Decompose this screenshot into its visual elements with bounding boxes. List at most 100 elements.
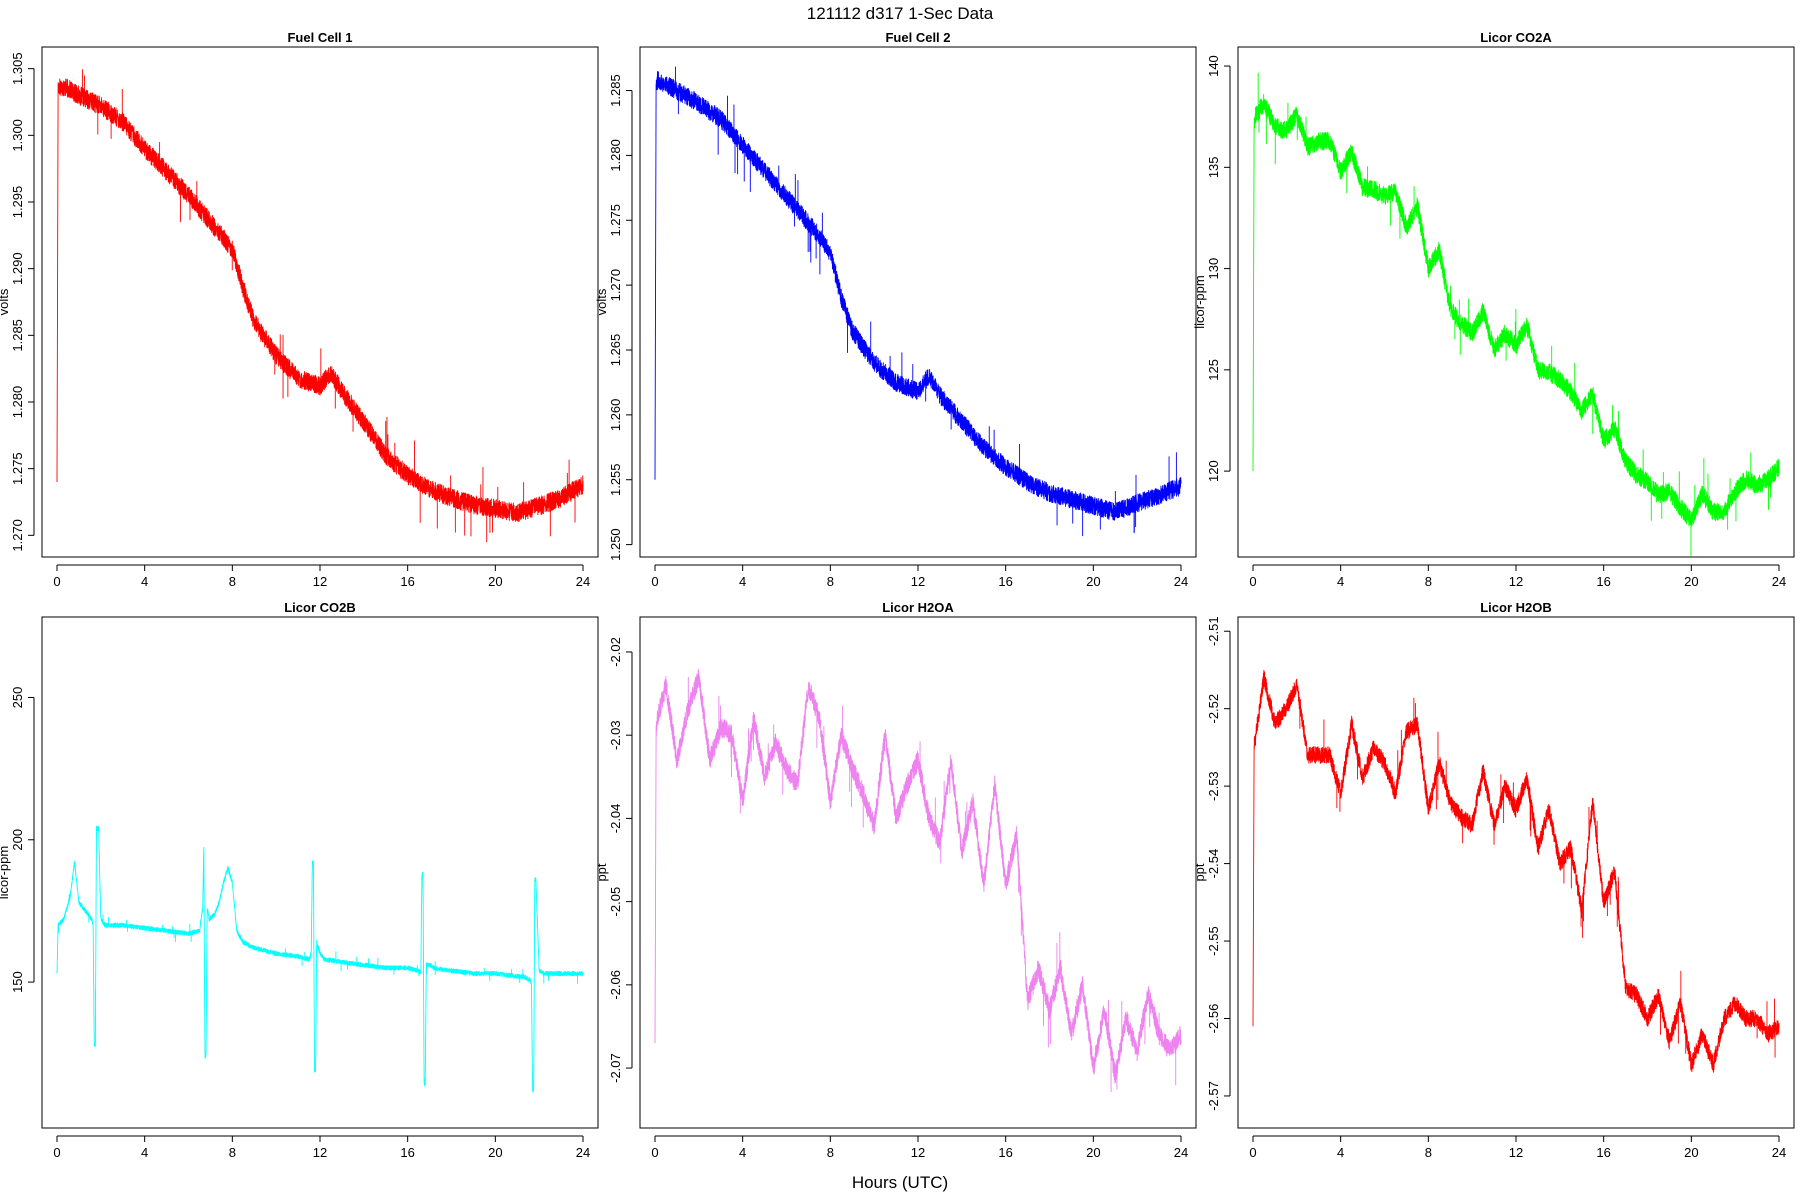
data-series-line bbox=[654, 668, 1182, 1084]
y-tick-label: 1.255 bbox=[608, 463, 623, 496]
x-tick-label: 0 bbox=[53, 574, 60, 589]
y-tick-label: 150 bbox=[10, 971, 25, 993]
x-tick-label: 12 bbox=[911, 574, 925, 589]
y-tick-label: 200 bbox=[10, 829, 25, 851]
y-axis-label: ppt bbox=[1192, 863, 1207, 881]
x-tick-label: 20 bbox=[1086, 574, 1100, 589]
y-axis-label: licor-ppm bbox=[1192, 275, 1207, 328]
x-tick-label: 24 bbox=[1772, 574, 1786, 589]
panel-title: Licor CO2B bbox=[284, 600, 356, 615]
panel-title: Fuel Cell 1 bbox=[287, 30, 352, 45]
y-tick-label: 125 bbox=[1206, 359, 1221, 381]
y-axis-label: licor-ppm bbox=[0, 846, 11, 899]
x-tick-label: 12 bbox=[313, 1145, 327, 1160]
x-tick-label: 8 bbox=[229, 1145, 236, 1160]
x-tick-label: 8 bbox=[229, 574, 236, 589]
y-tick-label: 1.280 bbox=[10, 386, 25, 419]
x-tick-label: 24 bbox=[1772, 1145, 1786, 1160]
x-tick-label: 4 bbox=[1337, 574, 1344, 589]
x-tick-label: 24 bbox=[576, 1145, 590, 1160]
y-tick-label: -2.54 bbox=[1206, 849, 1221, 879]
chart-panel-5: Licor H2OA ppt 0 4 8 12 16 20 24 -2.07 -2.06 -2.05 -… bbox=[594, 600, 1197, 1160]
y-axis-label: volts bbox=[0, 288, 11, 315]
y-tick-label: -2.04 bbox=[608, 804, 623, 834]
x-tick-label: 4 bbox=[141, 574, 148, 589]
chart-panel-1: Fuel Cell 1 volts 0 4 8 12 16 20 24 1.270 1.275 1.2… bbox=[0, 30, 599, 589]
y-tick-label: 1.285 bbox=[608, 74, 623, 107]
x-tick-label: 24 bbox=[1174, 1145, 1188, 1160]
x-tick-label: 20 bbox=[488, 1145, 502, 1160]
y-tick-label: 1.280 bbox=[608, 139, 623, 172]
plot-frame bbox=[1237, 46, 1795, 558]
y-tick-label: -2.05 bbox=[608, 887, 623, 917]
panel-title: Fuel Cell 2 bbox=[885, 30, 950, 45]
data-series-line bbox=[56, 78, 584, 522]
y-tick-label: -2.57 bbox=[1206, 1081, 1221, 1111]
y-tick-label: -2.56 bbox=[1206, 1004, 1221, 1034]
x-tick-label: 4 bbox=[1337, 1145, 1344, 1160]
y-tick-label: 1.305 bbox=[10, 52, 25, 85]
plot-frame bbox=[1237, 616, 1795, 1129]
x-tick-label: 12 bbox=[911, 1145, 925, 1160]
y-tick-label: 1.300 bbox=[10, 119, 25, 152]
data-series-line bbox=[1252, 94, 1780, 528]
x-tick-label: 20 bbox=[1684, 574, 1698, 589]
x-tick-label: 24 bbox=[1174, 574, 1188, 589]
x-tick-label: 20 bbox=[488, 574, 502, 589]
y-tick-label: -2.55 bbox=[1206, 926, 1221, 956]
y-tick-label: 1.275 bbox=[10, 452, 25, 485]
y-tick-label: 1.290 bbox=[10, 252, 25, 285]
data-series-line bbox=[654, 71, 1182, 521]
y-tick-label: 250 bbox=[10, 687, 25, 709]
y-tick-label: 135 bbox=[1206, 156, 1221, 178]
x-tick-label: 8 bbox=[827, 1145, 834, 1160]
x-tick-label: 4 bbox=[739, 1145, 746, 1160]
x-tick-label: 16 bbox=[400, 574, 414, 589]
panel-title: Licor CO2A bbox=[1480, 30, 1552, 45]
plot-frame bbox=[41, 616, 599, 1129]
plot-frame bbox=[41, 46, 599, 558]
x-tick-label: 20 bbox=[1684, 1145, 1698, 1160]
figure-title: 121112 d317 1-Sec Data bbox=[807, 4, 994, 23]
x-tick-label: 24 bbox=[576, 574, 590, 589]
chart-panel-3: Licor CO2A licor-ppm 0 4 8 12 16 20 24 120 125 130 1… bbox=[1192, 30, 1795, 589]
figure-x-axis-label: Hours (UTC) bbox=[852, 1173, 948, 1192]
y-tick-label: -2.51 bbox=[1206, 616, 1221, 646]
y-tick-label: -2.52 bbox=[1206, 694, 1221, 724]
x-tick-label: 8 bbox=[1425, 1145, 1432, 1160]
y-axis-label: ppt bbox=[594, 863, 609, 881]
x-tick-label: 0 bbox=[1249, 1145, 1256, 1160]
y-tick-label: 1.250 bbox=[608, 528, 623, 561]
x-tick-label: 16 bbox=[1596, 574, 1610, 589]
y-tick-label: -2.06 bbox=[608, 970, 623, 1000]
y-tick-label: -2.07 bbox=[608, 1053, 623, 1083]
x-tick-label: 4 bbox=[739, 574, 746, 589]
x-tick-label: 4 bbox=[141, 1145, 148, 1160]
x-tick-label: 12 bbox=[1509, 574, 1523, 589]
plot-frame bbox=[639, 616, 1197, 1129]
x-tick-label: 0 bbox=[1249, 574, 1256, 589]
chart-panels: Fuel Cell 1 volts 0 4 8 12 16 20 24 1.270 1.275 1.2… bbox=[0, 30, 1795, 1160]
chart-panel-6: Licor H2OB ppt 0 4 8 12 16 20 24 -2.57 -2.56 -2.55 -… bbox=[1192, 600, 1795, 1160]
y-tick-label: 1.295 bbox=[10, 186, 25, 219]
y-tick-label: -2.53 bbox=[1206, 771, 1221, 801]
y-tick-label: 120 bbox=[1206, 460, 1221, 482]
y-tick-label: 1.260 bbox=[608, 399, 623, 432]
panel-title: Licor H2OA bbox=[882, 600, 954, 615]
plot-frame bbox=[639, 46, 1197, 558]
x-tick-label: 0 bbox=[651, 1145, 658, 1160]
y-tick-label: 130 bbox=[1206, 258, 1221, 280]
y-tick-label: -2.03 bbox=[608, 720, 623, 750]
x-tick-label: 0 bbox=[651, 574, 658, 589]
y-tick-label: 1.270 bbox=[608, 269, 623, 302]
y-tick-label: 1.275 bbox=[608, 204, 623, 237]
x-tick-label: 20 bbox=[1086, 1145, 1100, 1160]
x-tick-label: 8 bbox=[827, 574, 834, 589]
data-series-line bbox=[56, 825, 584, 1093]
data-series-line bbox=[1252, 669, 1780, 1073]
y-axis-label: volts bbox=[594, 288, 609, 315]
y-tick-label: 1.270 bbox=[10, 519, 25, 552]
x-tick-label: 12 bbox=[313, 574, 327, 589]
x-tick-label: 16 bbox=[1596, 1145, 1610, 1160]
